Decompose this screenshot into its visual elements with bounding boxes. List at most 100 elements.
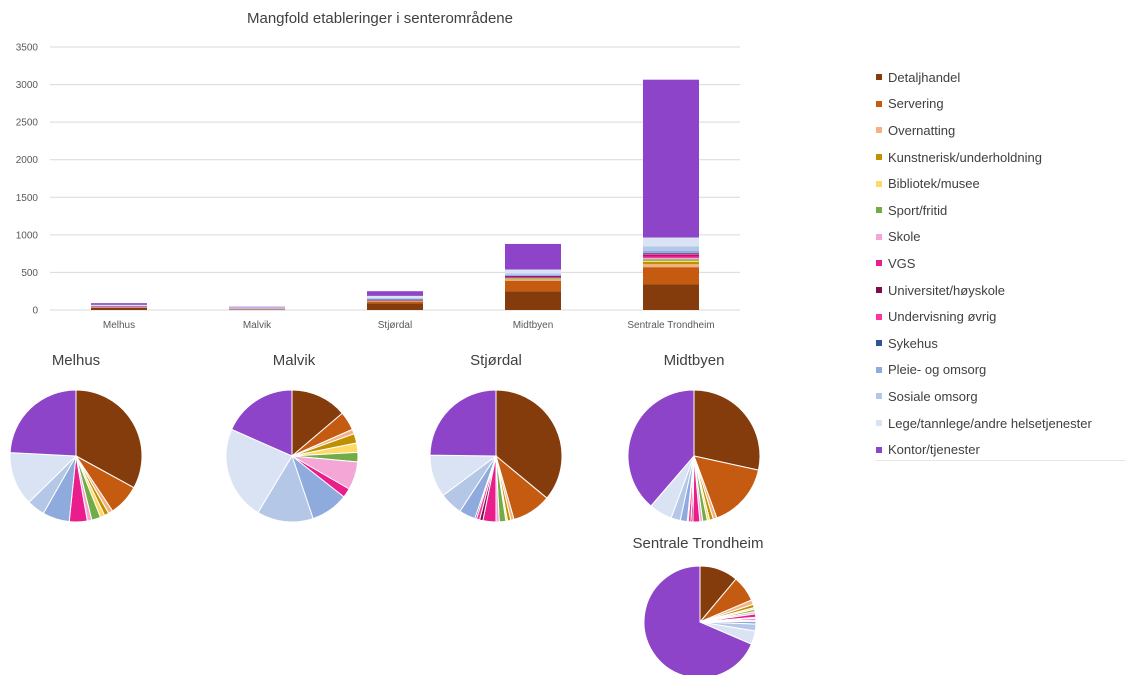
bar-segment-skole-midtbyen: [505, 277, 561, 279]
bar-segment-sosiale-omsorg-melhus: [91, 305, 147, 307]
bar-segment-skole-stj-rdal: [367, 300, 423, 302]
legend-label: VGS: [888, 255, 916, 271]
legend-label: Undervisning øvrig: [888, 309, 997, 325]
bar-segment-pleie-og-omsorg-midtbyen: [505, 274, 561, 276]
bar-segment-lege-tannlege-andre-helsetjenester-midtbyen: [505, 269, 561, 274]
bar-segment-kunstnerisk-underholdning-midtbyen: [505, 279, 561, 281]
bar-segment-kontor-tjenester-stj-rdal: [367, 291, 423, 296]
pie-title-stjordal: Stjørdal: [470, 352, 522, 369]
pie-slice-detaljhandel: [495, 389, 563, 499]
bar-segment-universitet-h-yskole-midtbyen: [505, 276, 561, 277]
bar-segment-pleie-og-omsorg-stj-rdal: [367, 298, 423, 300]
bar-segment-skole-melhus: [91, 306, 147, 308]
legend-label: Skole: [888, 229, 921, 245]
legend-swatch: [876, 420, 882, 427]
pie-slice-servering: [693, 455, 760, 519]
bar-segment-sosiale-omsorg-sentrale-trondheim: [643, 246, 699, 252]
bar-segment-pleie-og-omsorg-sentrale-trondheim: [643, 251, 699, 253]
x-tick-label-stj-rdal: Stjørdal: [378, 320, 412, 331]
legend-swatch: [876, 366, 882, 373]
x-tick-label-melhus: Melhus: [103, 320, 135, 331]
legend-label: Lege/tannlege/andre helsetjenester: [888, 415, 1092, 431]
y-tick-label: 2000: [16, 155, 39, 166]
bar-segment-universitet-h-yskole-sentrale-trondheim: [643, 254, 699, 256]
pie-slice-kontor-tjenester: [9, 389, 77, 457]
pie-midtbyen: [627, 389, 761, 523]
bar-segment-servering-midtbyen: [505, 280, 561, 292]
legend-swatch: [876, 260, 882, 267]
bar-segment-kunstnerisk-underholdning-sentrale-trondheim: [643, 261, 699, 265]
pie-malvik: [225, 389, 359, 523]
bar-segment-pleie-og-omsorg-melhus: [91, 306, 147, 307]
bar-segment-vgs-sentrale-trondheim: [643, 255, 699, 258]
bar-segment-kontor-tjenester-sentrale-trondheim: [643, 79, 699, 238]
bar-segment-detaljhandel-midtbyen: [505, 291, 561, 310]
bar-segment-detaljhandel-sentrale-trondheim: [643, 284, 699, 310]
legend-swatch: [876, 287, 882, 294]
legend-label: Servering: [888, 96, 944, 112]
pie-title-sentrale-trondheim: Sentrale Trondheim: [632, 535, 764, 552]
pie-sentrale-trondheim: [643, 565, 757, 675]
legend-item-kunstnerisk-underholdning: Kunstnerisk/underholdning: [876, 144, 1126, 171]
legend-label: Kunstnerisk/underholdning: [888, 149, 1042, 165]
bar-segment-sykehus-midtbyen: [505, 275, 561, 277]
pie-slice-detaljhandel: [291, 389, 344, 458]
y-tick-label: 1500: [16, 193, 39, 204]
bar-segment-vgs-malvik: [229, 308, 285, 310]
legend-swatch: [876, 393, 882, 400]
y-tick-label: 1000: [16, 230, 39, 241]
bar-segment-detaljhandel-stj-rdal: [367, 303, 423, 310]
legend-item-pleie-og-omsorg: Pleie- og omsorg: [876, 357, 1126, 384]
pie-slice-lege-tannlege-andre-helsetjenester: [9, 452, 78, 503]
bar-segment-lege-tannlege-andre-helsetjenester-sentrale-trondheim: [643, 237, 699, 247]
y-tick-label: 500: [21, 268, 38, 279]
bar-segment-kontor-tjenester-midtbyen: [505, 243, 561, 270]
bar-segment-sosiale-omsorg-stj-rdal: [367, 297, 423, 299]
legend-label: Detaljhandel: [888, 69, 961, 85]
legend-item-sosiale-omsorg: Sosiale omsorg: [876, 383, 1126, 410]
y-tick-label: 3000: [16, 80, 39, 91]
bar-segment-sosiale-omsorg-midtbyen: [505, 273, 561, 275]
pie-title-malvik: Malvik: [272, 352, 316, 369]
x-tick-label-midtbyen: Midtbyen: [513, 320, 554, 331]
legend-label: Overnatting: [888, 122, 956, 138]
y-tick-label: 2500: [16, 118, 39, 129]
pie-slice-kontor-tjenester: [429, 389, 497, 457]
pie-slice-kontor-tjenester: [627, 389, 695, 507]
legend-item-kontor-tjenester: Kontor/tjenester: [876, 436, 1126, 463]
bar-segment-servering-sentrale-trondheim: [643, 267, 699, 285]
bar-segment-detaljhandel-melhus: [91, 307, 147, 310]
legend-label: Sport/fritid: [888, 202, 948, 218]
pie-slice-detaljhandel: [693, 389, 761, 471]
pie-slice-detaljhandel: [75, 389, 143, 489]
pie-slice-kontor-tjenester: [643, 565, 753, 675]
legend-label: Kontor/tjenester: [888, 442, 980, 458]
bar-segment-bibliotek-musee-sentrale-trondheim: [643, 260, 699, 262]
chart-legend: Detaljhandel Servering Overnatting Kunstner…: [876, 64, 1126, 463]
pie-stj-rdal: [429, 389, 563, 523]
bar-segment-lege-tannlege-andre-helsetjenester-stj-rdal: [367, 295, 423, 298]
legend-swatch: [876, 100, 882, 107]
pie-slice-kontor-tjenester: [230, 389, 293, 457]
pie-title-melhus: Melhus: [51, 352, 101, 369]
x-tick-label-malvik: Malvik: [243, 320, 272, 331]
legend-swatch: [876, 233, 882, 240]
bar-segment-sport-fritid-sentrale-trondheim: [643, 259, 699, 261]
legend-item-vgs: VGS: [876, 250, 1126, 277]
bar-segment-overnatting-midtbyen: [505, 280, 561, 281]
bar-segment-sykehus-stj-rdal: [367, 299, 423, 301]
legend-item-bibliotek-musee: Bibliotek/musee: [876, 170, 1126, 197]
y-tick-label: 3500: [16, 43, 39, 54]
legend-item-detaljhandel: Detaljhandel: [876, 64, 1126, 91]
x-tick-label-sentrale-trondheim: Sentrale Trondheim: [627, 320, 714, 331]
legend-item-servering: Servering: [876, 91, 1126, 118]
bar-segment-vgs-melhus: [91, 306, 147, 307]
pie-title-midtbyen: Midtbyen: [663, 352, 725, 369]
legend-label: Pleie- og omsorg: [888, 362, 987, 378]
bar-segment-sosiale-omsorg-malvik: [229, 308, 285, 309]
bar-segment-lege-tannlege-andre-helsetjenester-malvik: [229, 307, 285, 309]
legend-item-lege-tannlege-andre-helsetjenester: Lege/tannlege/andre helsetjenester: [876, 410, 1126, 437]
legend-swatch: [876, 154, 882, 161]
bar-segment-bibliotek-musee-stj-rdal: [367, 301, 423, 302]
